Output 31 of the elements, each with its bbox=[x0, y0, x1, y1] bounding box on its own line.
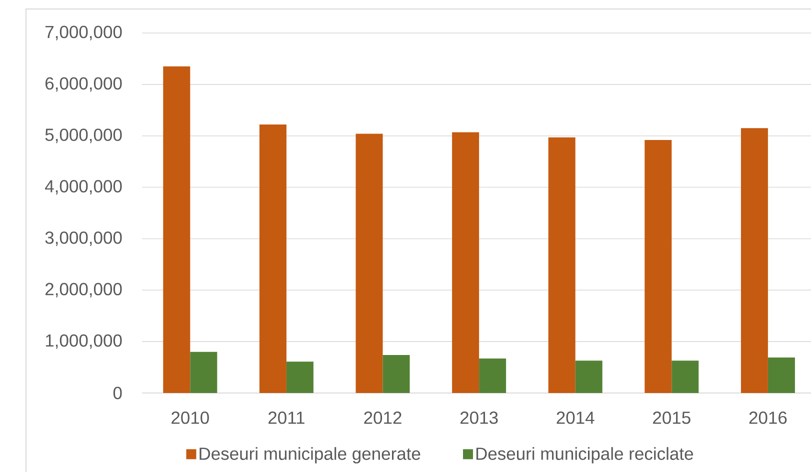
bar bbox=[382, 354, 410, 393]
x-tick-label: 2011 bbox=[268, 412, 304, 424]
bar bbox=[356, 134, 383, 393]
y-tick-label: 4,000,000 bbox=[45, 180, 122, 195]
bar bbox=[575, 360, 602, 393]
bar bbox=[286, 362, 314, 393]
x-tick-label: 2012 bbox=[364, 412, 402, 424]
bar bbox=[163, 66, 190, 393]
bar bbox=[644, 140, 672, 393]
bar bbox=[259, 124, 286, 393]
bar bbox=[479, 358, 506, 393]
legend-label: Deseuri municipale generate bbox=[200, 447, 420, 464]
x-tick-label: 2010 bbox=[172, 412, 209, 424]
x-tick-label: 2016 bbox=[749, 412, 787, 424]
y-tick-label: 7,000,000 bbox=[46, 26, 122, 40]
bar bbox=[452, 132, 480, 393]
y-tick-label: 6,000,000 bbox=[46, 77, 122, 92]
x-tick-label: 2014 bbox=[556, 412, 594, 424]
y-tick-label: 5,000,000 bbox=[45, 128, 122, 144]
y-tick-label: 3,000,000 bbox=[45, 231, 122, 246]
bar bbox=[672, 360, 699, 393]
bar bbox=[768, 358, 795, 393]
y-tick-label: 0 bbox=[113, 386, 122, 400]
y-tick-label: 1,000,000 bbox=[46, 334, 122, 349]
legend-label: Deseuri municipale reciclate bbox=[476, 447, 694, 464]
bar bbox=[548, 137, 576, 393]
x-tick-label: 2013 bbox=[460, 412, 498, 424]
bar bbox=[190, 352, 218, 393]
y-tick-label: 2,000,000 bbox=[45, 282, 122, 298]
x-tick-label: 2015 bbox=[653, 412, 690, 424]
bar bbox=[740, 128, 768, 393]
